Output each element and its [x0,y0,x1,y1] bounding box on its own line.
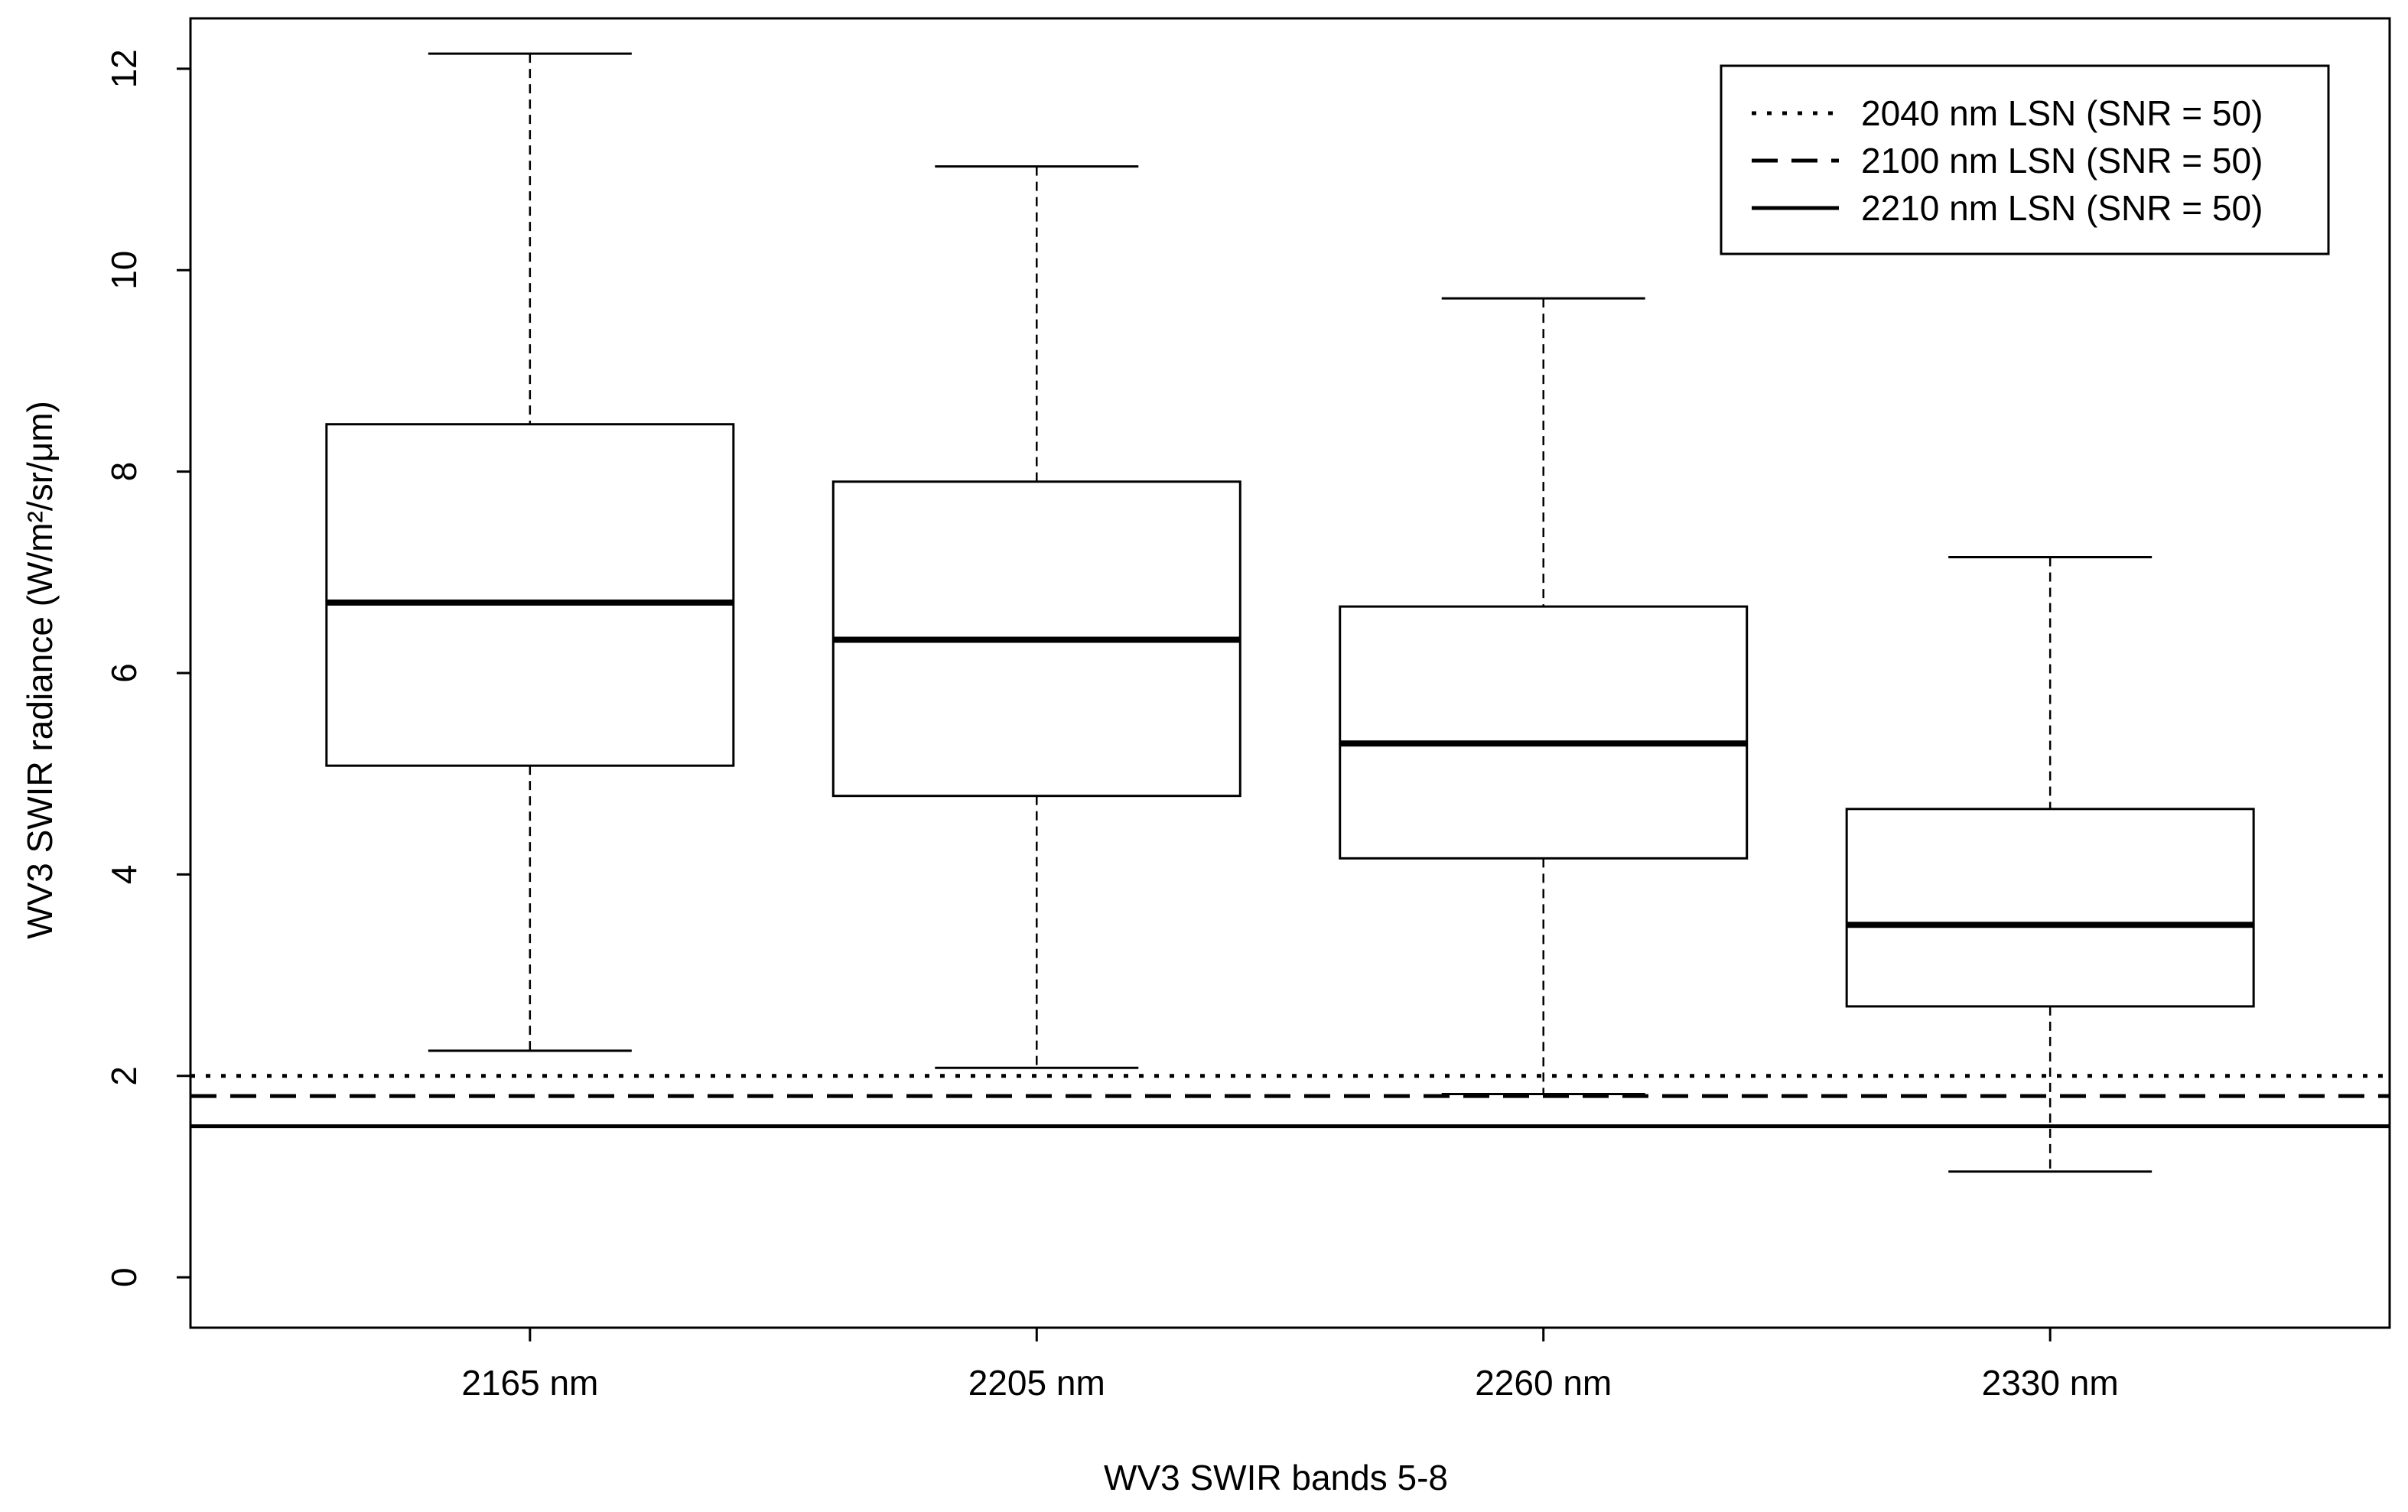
legend-label-2: 2100 nm LSN (SNR = 50) [1861,141,2263,180]
y-tick-label: 2 [104,1066,144,1086]
interquartile-box [1845,808,2255,1008]
y-tick-label: 8 [104,462,144,482]
legend: 2040 nm LSN (SNR = 50) 2100 nm LSN (SNR =… [1720,64,2330,255]
box-2 [831,165,1241,1069]
y-tick-label: 10 [104,251,144,290]
y-tick-label: 4 [104,865,144,885]
x-tick-label: 2165 nm [461,1363,598,1403]
boxes [325,52,2255,1173]
x-tick-label: 2260 nm [1475,1363,1612,1403]
y-axis-title: WV3 SWIR radiance (W/m²/sr/μm) [20,401,60,939]
box-3 [1339,297,1749,1095]
box-1 [325,52,735,1052]
y-tick-label: 12 [104,49,144,88]
x-tick-label: 2205 nm [968,1363,1105,1403]
axes: 0 2 4 6 8 10 12 2165 nm 2205 nm 2260 nm 2330 nm [104,49,2119,1403]
interquartile-box [325,423,735,767]
legend-label-3: 2210 nm LSN (SNR = 50) [1861,188,2263,228]
interquartile-box [1339,605,1749,860]
box-4 [1845,556,2255,1173]
x-tick-label: 2330 nm [1982,1363,2119,1403]
y-tick-label: 6 [104,663,144,683]
reference-lines [190,1074,2390,1129]
legend-label-1: 2040 nm LSN (SNR = 50) [1861,93,2263,133]
legend-box [1720,64,2330,255]
y-tick-label: 0 [104,1267,144,1287]
x-axis-title: WV3 SWIR bands 5-8 [1104,1458,1448,1497]
